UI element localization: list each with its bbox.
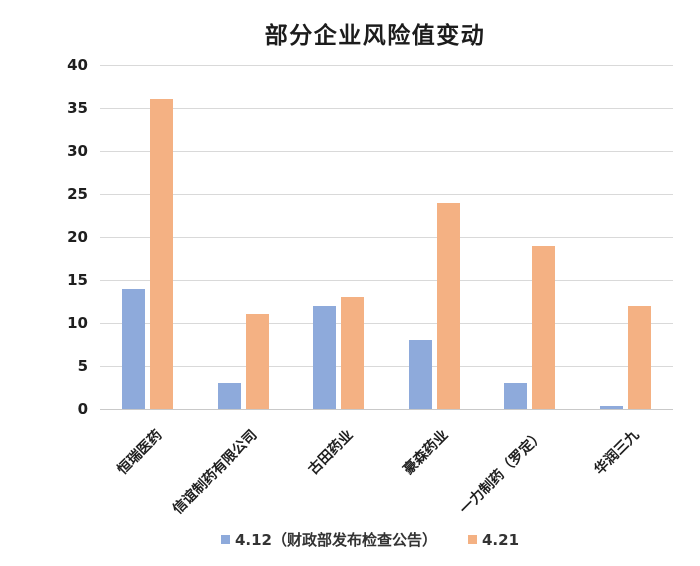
gridline — [100, 193, 673, 195]
y-axis-tick-label: 30 — [67, 142, 88, 160]
y-axis-tick-label: 15 — [67, 271, 88, 289]
gridline — [100, 365, 673, 367]
bar — [217, 383, 241, 409]
legend-label: 4.12（财政部发布检查公告） — [234, 531, 437, 549]
legend-swatch — [220, 535, 230, 544]
legend-item: 4.21 — [468, 531, 519, 549]
bar — [245, 314, 269, 409]
bar — [122, 288, 146, 409]
bar — [599, 405, 623, 409]
y-axis-tick-label: 25 — [67, 185, 88, 203]
x-axis-label: 华润三九 — [591, 427, 643, 479]
gridline — [100, 408, 673, 410]
gridline — [100, 150, 673, 152]
bar — [436, 202, 460, 409]
x-axis-label: 古田药业 — [305, 427, 357, 479]
y-axis-tick-label: 20 — [67, 228, 88, 246]
gridline — [100, 279, 673, 281]
y-axis-tick-label: 10 — [67, 314, 88, 332]
bar — [504, 383, 528, 409]
y-axis-tick-label: 5 — [77, 357, 88, 375]
gridline — [100, 236, 673, 238]
x-axis-label: 恒瑞医药 — [114, 427, 166, 479]
y-axis-tick-label: 35 — [67, 99, 88, 117]
legend: 4.12（财政部发布检查公告） 4.21 — [40, 529, 700, 550]
plot-area — [100, 64, 673, 410]
x-axis-label: 信谊制药有限公司 — [170, 427, 261, 518]
bar — [532, 245, 556, 409]
bar — [341, 297, 365, 409]
legend-swatch — [468, 535, 477, 544]
gridline — [100, 322, 673, 324]
gridline — [100, 107, 673, 109]
bar — [627, 305, 651, 409]
chart-title: 部分企业风险值变动 — [264, 23, 486, 49]
gridline — [100, 64, 673, 66]
x-axis-label: 豪森药业 — [400, 427, 452, 479]
legend-label: 4.21 — [482, 530, 520, 549]
y-axis-tick-label: 40 — [67, 56, 88, 74]
x-axis-label: 一力制药（罗定） — [456, 427, 548, 518]
bar — [150, 99, 174, 409]
legend-item: 4.12（财政部发布检查公告） — [220, 529, 437, 550]
y-axis-tick-label: 0 — [77, 400, 88, 418]
bar — [408, 340, 432, 409]
bar — [313, 305, 337, 409]
